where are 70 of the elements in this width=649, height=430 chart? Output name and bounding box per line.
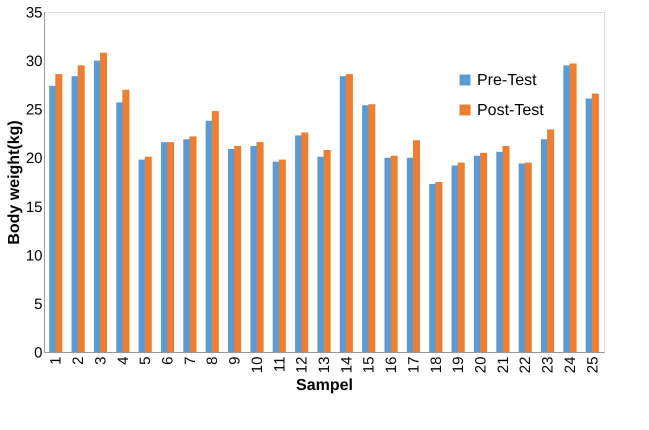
bar: [569, 63, 576, 352]
bar: [502, 146, 510, 352]
bar: [55, 74, 62, 352]
bar: [212, 111, 219, 352]
bar: [144, 156, 152, 352]
y-tick-label: 20: [26, 150, 42, 168]
y-tick-label: 0: [34, 344, 42, 362]
x-tick-label: 19: [450, 356, 468, 374]
bar: [324, 150, 331, 352]
x-tick-label: 24: [562, 356, 579, 374]
y-tick-label: 10: [26, 247, 42, 264]
x-tick-label: 14: [338, 356, 356, 374]
y-tick-label: 25: [26, 102, 42, 119]
bar: [256, 142, 264, 352]
legend-label: Pre-Test: [477, 72, 538, 89]
y-tick-label: 35: [26, 4, 42, 22]
bar: [189, 136, 196, 352]
bar: [412, 140, 420, 352]
x-tick-label: 15: [360, 356, 378, 374]
x-axis-title: Sampel: [296, 377, 353, 394]
y-tick-label: 15: [26, 198, 42, 216]
bar: [547, 130, 554, 352]
bar: [301, 132, 308, 352]
bar: [272, 162, 280, 352]
bar: [524, 162, 532, 352]
bar: [49, 86, 56, 352]
x-tick-label: 8: [204, 356, 222, 365]
x-tick-label: 16: [383, 356, 400, 374]
bar: [346, 74, 353, 352]
bar: [234, 146, 242, 352]
bar: [458, 162, 465, 352]
bar: [592, 94, 599, 352]
x-tick-label: 7: [182, 356, 199, 365]
x-tick-label: 10: [248, 356, 266, 374]
y-axis-title: Body weight(kg): [6, 120, 23, 245]
x-tick-label: 6: [160, 356, 177, 365]
bar: [100, 52, 108, 352]
x-tick-label: 20: [472, 356, 490, 374]
x-tick-label: 9: [226, 356, 244, 365]
bar: [362, 105, 370, 352]
y-tick-label: 30: [26, 53, 42, 70]
bar: [278, 160, 286, 352]
legend-label: Post-Test: [477, 102, 544, 119]
bar: [122, 90, 130, 352]
bar: [435, 182, 442, 352]
x-tick-label: 11: [271, 356, 288, 372]
bar: [390, 156, 398, 352]
x-tick-label: 12: [294, 356, 311, 374]
bar: [206, 120, 213, 352]
x-tick-label: 2: [70, 356, 88, 365]
x-tick-label: 5: [137, 356, 154, 365]
bar: [429, 184, 436, 352]
x-tick-label: 25: [584, 356, 602, 374]
y-tick-label: 5: [34, 296, 42, 313]
x-tick-label: 21: [494, 356, 512, 374]
x-tick-label: 23: [540, 356, 557, 374]
x-tick-label: 4: [114, 356, 132, 365]
bar: [518, 164, 526, 352]
bar: [78, 65, 85, 352]
x-tick-label: 18: [428, 356, 445, 374]
bar: [368, 104, 376, 352]
x-tick-label: 13: [316, 356, 333, 374]
x-tick-label: 17: [405, 356, 422, 374]
x-tick-label: 3: [92, 356, 110, 365]
bar: [116, 102, 124, 352]
bar: [586, 98, 593, 352]
bar: [480, 152, 488, 352]
x-tick-label: 1: [48, 356, 65, 365]
x-tick-label: 22: [517, 356, 534, 374]
bar: [167, 142, 174, 352]
